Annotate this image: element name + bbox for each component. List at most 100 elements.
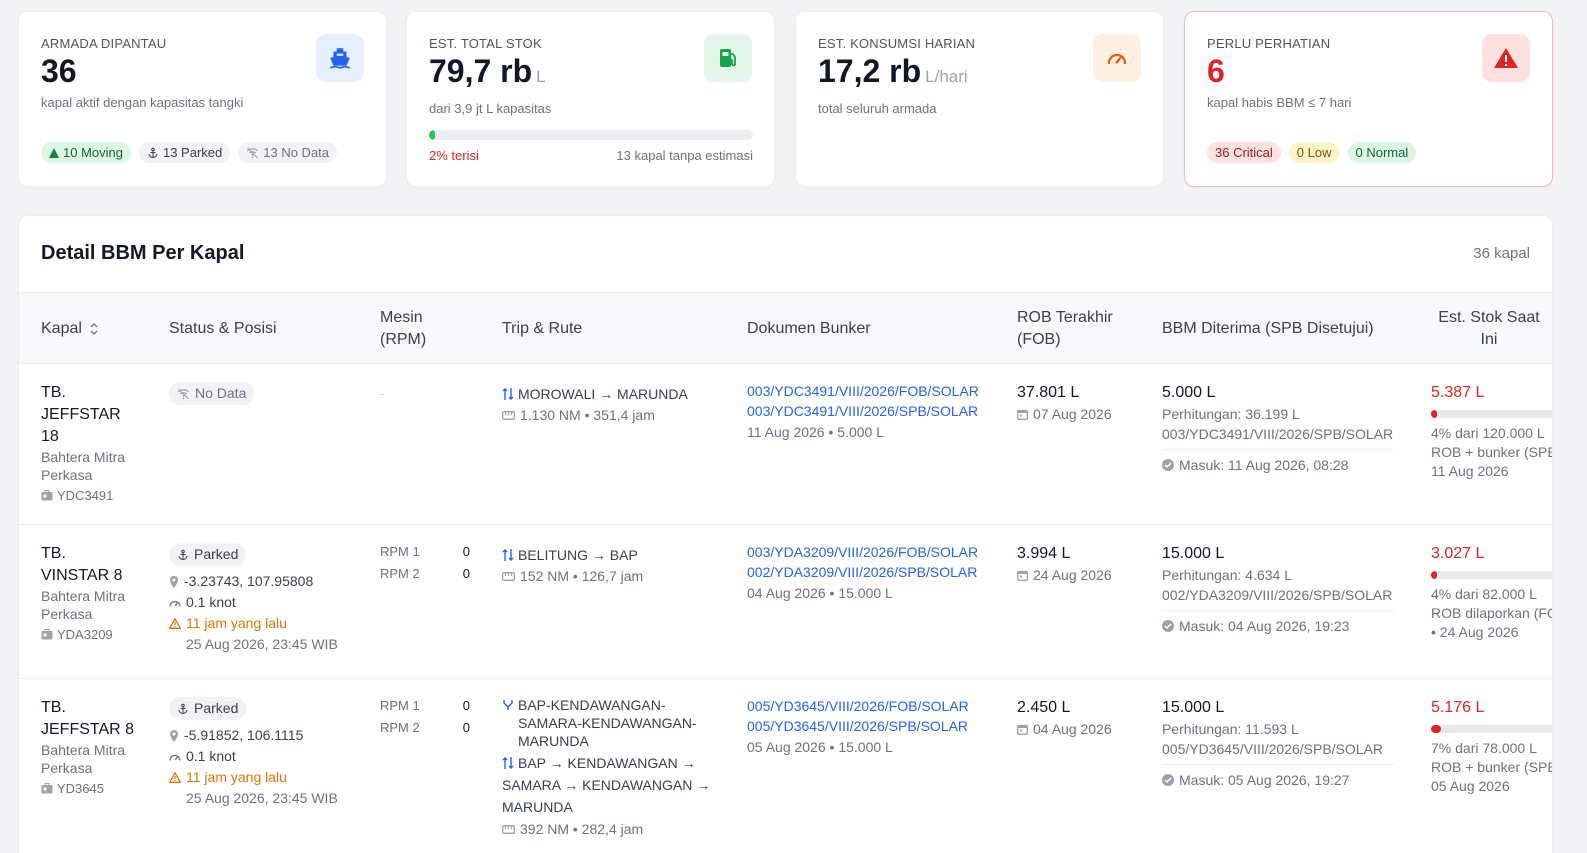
trip-cell: BELITUNG → BAP 152 NM • 126,7 jam: [502, 545, 643, 587]
ship-name-line2[interactable]: JEFFSTAR: [41, 406, 121, 423]
doc-meta: 04 Aug 2026 • 15.000 L: [747, 585, 893, 601]
route-multi[interactable]: BAP-KENDAWANGAN- SAMARA-KENDAWANGAN- MAR…: [502, 696, 722, 750]
id-card-icon: [41, 490, 53, 501]
doc-meta: 05 Aug 2026 • 15.000 L: [747, 739, 893, 755]
doc-cell: 005/YD3645/VIII/2026/FOB/SOLAR 005/YD364…: [747, 696, 969, 758]
route-arrows-icon: [502, 545, 514, 565]
warning-triangle-icon: [169, 772, 181, 783]
card-consumption-sub: total seluruh armada: [818, 101, 937, 116]
card-consumption[interactable]: EST. KONSUMSI HARIAN 17,2 rb L/hari total…: [795, 11, 1164, 187]
rpm-2: RPM 2 0: [380, 717, 470, 739]
calendar-icon: [1017, 724, 1028, 735]
pill-low[interactable]: 0 Low: [1288, 142, 1340, 163]
doc-cell: 003/YDC3491/VIII/2026/FOB/SOLAR 003/YDC3…: [747, 381, 979, 443]
ship-company-line2: Perkasa: [41, 606, 93, 622]
ship-name-line2[interactable]: VINSTAR 8: [41, 567, 123, 584]
doc-link-fob[interactable]: 003/YDC3491/VIII/2026/FOB/SOLAR: [747, 383, 979, 399]
table-header: Kapal Status & Posisi Mesin (RPM) Trip &…: [19, 292, 1552, 364]
stock-meta-line1: 7% dari 78.000 L: [1431, 740, 1537, 756]
doc-meta: 11 Aug 2026 • 5.000 L: [747, 424, 884, 440]
doc-link-fob[interactable]: 005/YD3645/VIII/2026/FOB/SOLAR: [747, 698, 969, 714]
fuel-pump-icon: [704, 34, 752, 82]
header-rob-line2: (FOB): [1017, 331, 1061, 348]
ship-cell: TB. JEFFSTAR 18 Bahtera Mitra Perkasa YD…: [41, 382, 151, 505]
pill-moving[interactable]: 10 Moving: [41, 142, 131, 163]
stock-bar: [1431, 725, 1552, 733]
detail-panel: Detail BBM Per Kapal 36 kapal Kapal Stat…: [18, 215, 1553, 853]
ship-name-line1[interactable]: TB.: [41, 699, 66, 716]
route-sequence[interactable]: BAP → KENDAWANGAN → SAMARA → KENDAWANGAN…: [502, 752, 722, 818]
table-row[interactable]: TB. JEFFSTAR 18 Bahtera Mitra Perkasa YD…: [19, 364, 1552, 525]
route-label: MOROWALI → MARUNDA: [518, 386, 688, 402]
stock-fill-label: 2% terisi: [429, 148, 479, 163]
ship-company-line2: Perkasa: [41, 760, 93, 776]
card-attention[interactable]: PERLU PERHATIAN 6 kapal habis BBM ≤ 7 ha…: [1184, 11, 1553, 187]
ship-icon: [316, 34, 364, 82]
rpm-1-value: 0: [462, 698, 470, 713]
table-row[interactable]: TB. VINSTAR 8 Bahtera Mitra Perkasa YDA3…: [19, 525, 1552, 679]
pill-nodata[interactable]: 13 No Data: [238, 142, 338, 163]
ship-name-line3[interactable]: 18: [41, 428, 59, 445]
divider: [1162, 449, 1394, 450]
card-stock[interactable]: EST. TOTAL STOK 79,7 rb L dari 3,9 jt L k…: [406, 11, 775, 187]
divider: [1162, 764, 1394, 765]
route-seq-text: BAP → KENDAWANGAN → SAMARA → KENDAWANGAN…: [502, 752, 710, 818]
route-seq-line2: SAMARA → KENDAWANGAN →: [502, 777, 711, 793]
route-arrows-icon: [502, 752, 514, 818]
status-badge: Parked: [169, 543, 247, 566]
card-fleet-value: 36: [41, 53, 77, 89]
card-fleet[interactable]: ARMADA DIPANTAU 36 kapal aktif dengan ka…: [18, 11, 387, 187]
doc-link-spb[interactable]: 002/YDA3209/VIII/2026/SPB/SOLAR: [747, 564, 978, 580]
id-card-icon: [41, 629, 53, 640]
wifi-off-icon: [246, 147, 259, 159]
bbm-calc: Perhitungan: 4.634 L: [1162, 567, 1292, 583]
coordinates: -3.23743, 107.95808: [169, 571, 338, 592]
header-dokumen: Dokumen Bunker: [747, 320, 871, 337]
last-seen-label: 11 jam yang lalu: [186, 615, 287, 631]
rob-date: 07 Aug 2026: [1017, 404, 1112, 424]
pill-moving-label: 10 Moving: [63, 145, 123, 160]
stock-meta-line3: • 24 Aug 2026: [1431, 624, 1519, 640]
pill-parked[interactable]: 13 Parked: [138, 142, 231, 163]
status-cell: Parked -5.91852, 106.1115 0.1 knot 11 ja…: [169, 697, 338, 809]
header-mesin: Mesin (RPM): [380, 307, 426, 351]
rob-date-label: 24 Aug 2026: [1033, 567, 1112, 583]
card-attention-value: 6: [1207, 53, 1225, 89]
rpm-2: RPM 2 0: [380, 563, 470, 585]
bbm-calc-doc: 005/YD3645/VIII/2026/SPB/SOLAR: [1162, 741, 1384, 757]
route[interactable]: BELITUNG → BAP: [502, 545, 643, 565]
header-rob: ROB Terakhir (FOB): [1017, 307, 1113, 351]
bbm-calc: Perhitungan: 11.593 L: [1162, 721, 1299, 737]
kpi-cards: ARMADA DIPANTAU 36 kapal aktif dengan ka…: [18, 11, 1553, 187]
card-attention-sub: kapal habis BBM ≤ 7 hari: [1207, 95, 1352, 110]
route-label: BELITUNG → BAP: [518, 547, 638, 563]
header-trip: Trip & Rute: [502, 320, 583, 337]
engine-cell: RPM 1 0 RPM 2 0: [380, 541, 470, 585]
stock-bar: [1431, 571, 1552, 579]
card-stock-value-wrap: 79,7 rb L: [429, 53, 752, 95]
panel-title: Detail BBM Per Kapal: [41, 242, 245, 264]
route-multi-text: BAP-KENDAWANGAN- SAMARA-KENDAWANGAN- MAR…: [518, 696, 697, 750]
ship-name-line2[interactable]: JEFFSTAR 8: [41, 721, 135, 738]
bbm-value: 5.000 L: [1162, 384, 1216, 401]
pill-critical[interactable]: 36 Critical: [1207, 142, 1281, 163]
status-cell: No Data: [169, 382, 255, 405]
coordinates: -5.91852, 106.1115: [169, 725, 338, 746]
route[interactable]: MOROWALI → MARUNDA: [502, 384, 688, 404]
ship-name-line1[interactable]: TB.: [41, 384, 66, 401]
header-kapal[interactable]: Kapal: [41, 318, 98, 340]
ruler-icon: [502, 571, 515, 581]
table-row[interactable]: TB. JEFFSTAR 8 Bahtera Mitra Perkasa YD3…: [19, 679, 1552, 853]
pill-nodata-label: 13 No Data: [263, 145, 330, 160]
card-consumption-label: EST. KONSUMSI HARIAN: [818, 36, 976, 51]
id-card-icon: [41, 783, 53, 794]
pill-normal[interactable]: 0 Normal: [1347, 142, 1417, 163]
doc-link-fob[interactable]: 003/YDA3209/VIII/2026/FOB/SOLAR: [747, 544, 979, 560]
ship-name-line1[interactable]: TB.: [41, 545, 66, 562]
doc-link-spb[interactable]: 003/YDC3491/VIII/2026/SPB/SOLAR: [747, 403, 979, 419]
doc-link-spb[interactable]: 005/YD3645/VIII/2026/SPB/SOLAR: [747, 718, 969, 734]
status-label: Parked: [194, 700, 239, 716]
panel-count: 36 kapal: [1473, 245, 1530, 262]
sort-icon[interactable]: [90, 323, 98, 335]
bbm-cell: 5.000 L Perhitungan: 36.199 L 003/YDC349…: [1162, 382, 1394, 475]
